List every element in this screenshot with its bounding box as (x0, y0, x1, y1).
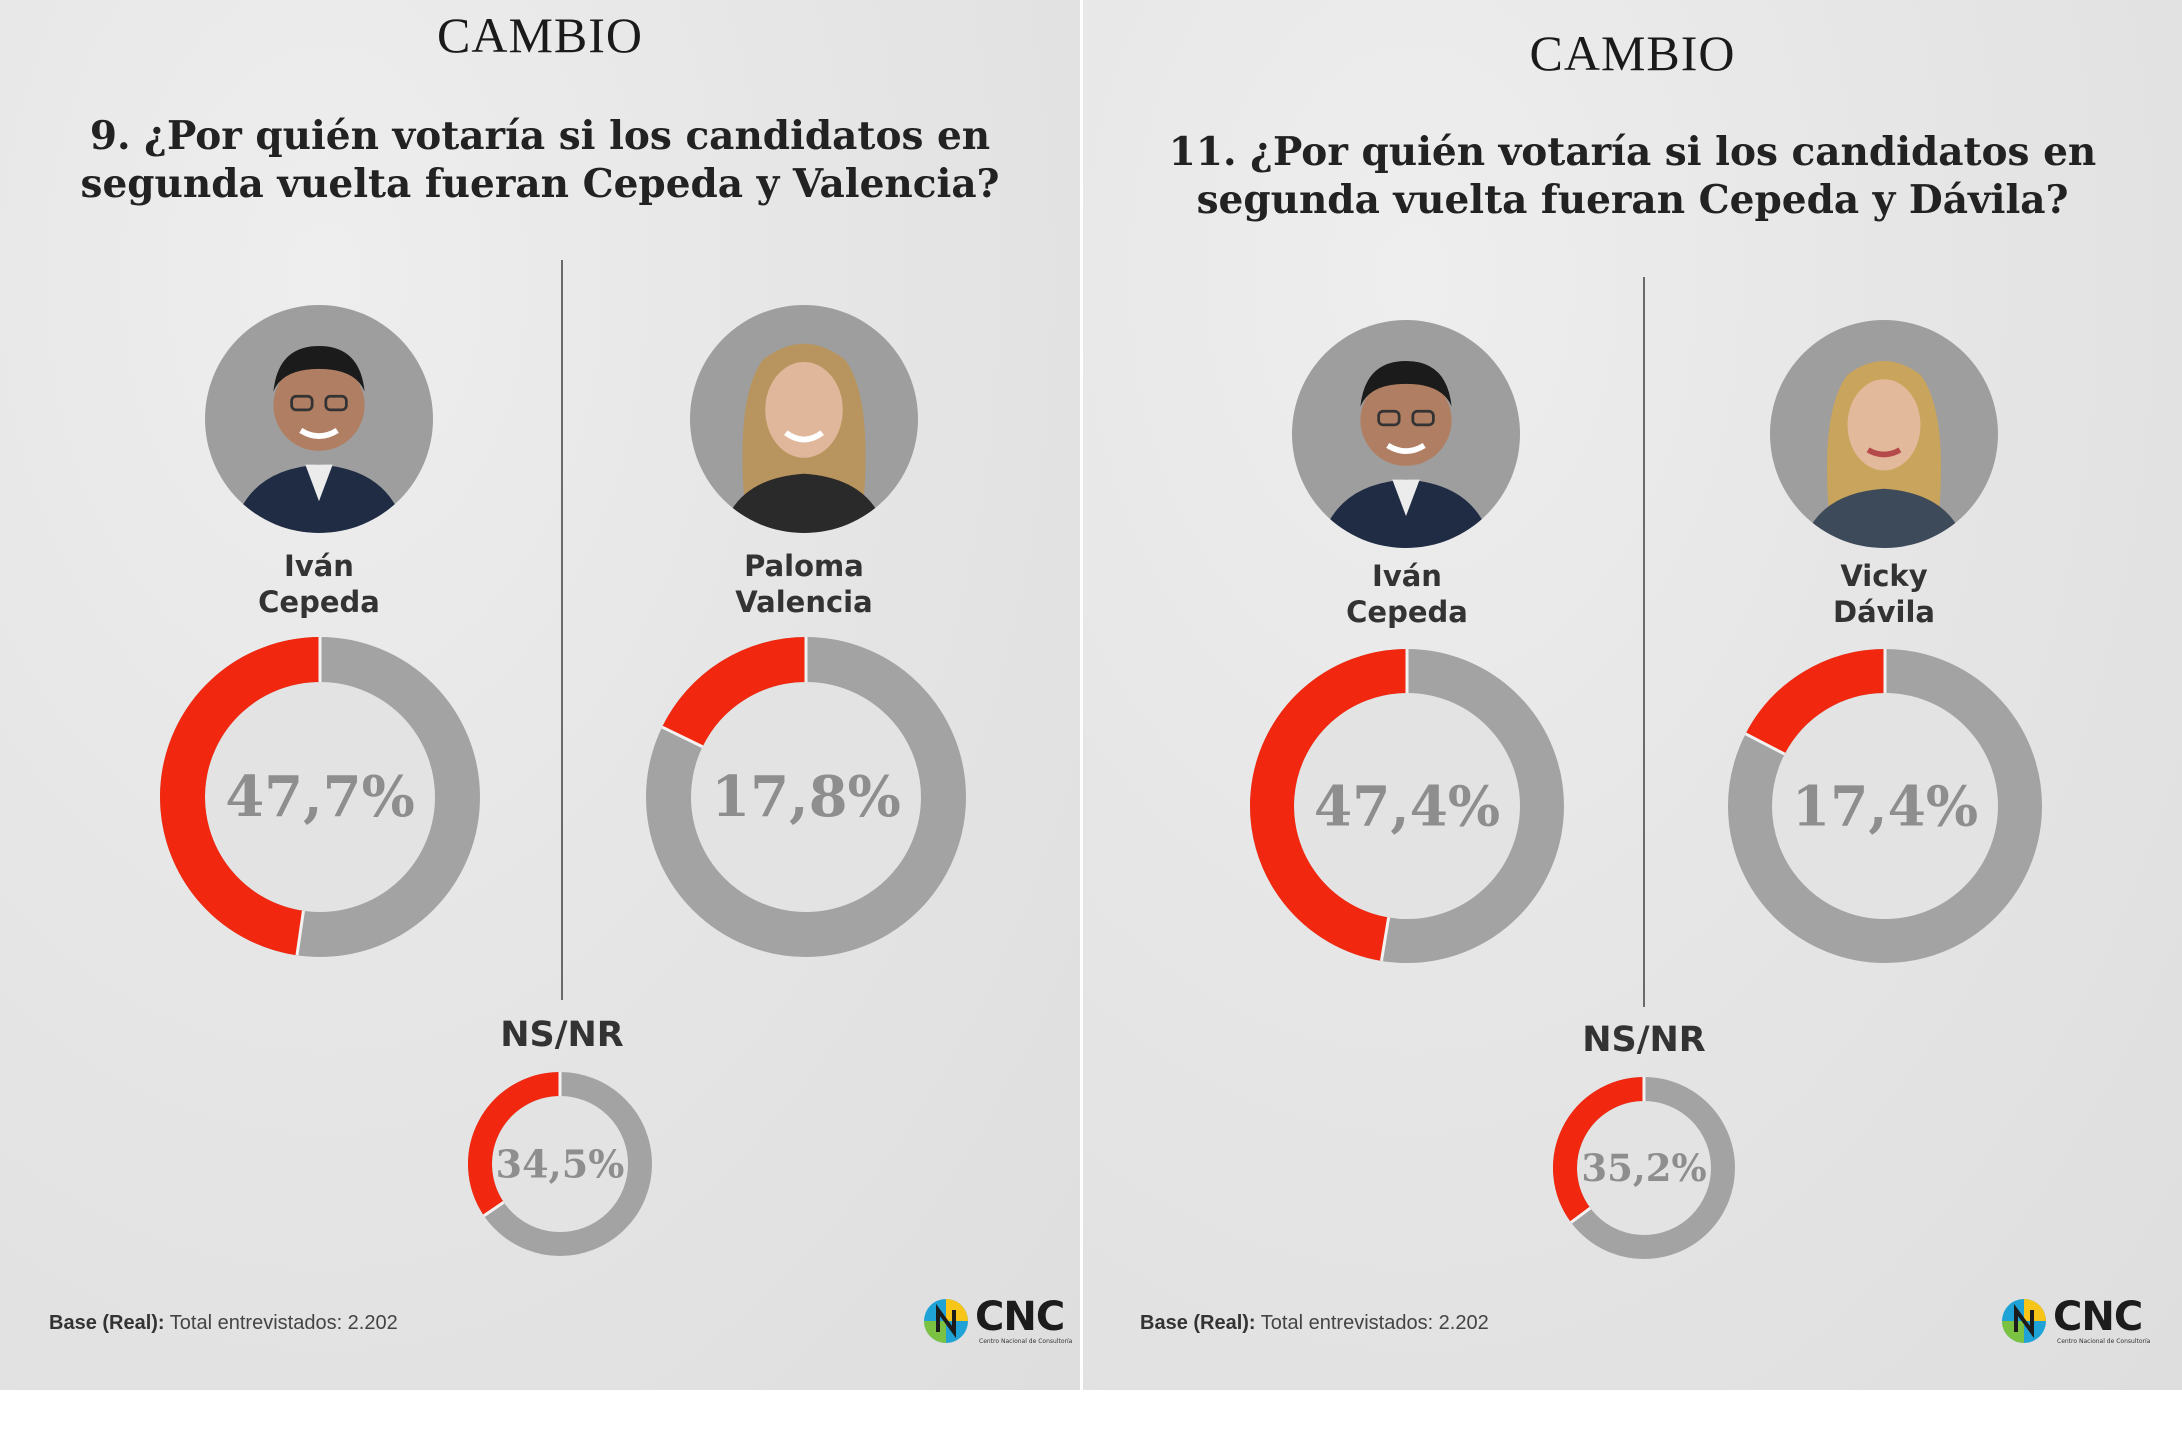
donut-inner-disc (205, 682, 435, 912)
donut-value-arc (1250, 649, 1408, 961)
ivan-cepeda-photo (205, 305, 433, 533)
candidate-name-cepeda: Iván Cepeda (159, 548, 479, 620)
panel-cepeda-valencia: CAMBIO 9. ¿Por quién votaría si los cand… (0, 0, 1080, 1390)
donut-value-arc (1745, 649, 1886, 755)
question-line-2: segunda vuelta fueran Cepeda y Dávila? (1196, 177, 2069, 223)
candidate-name-cepeda: Iván Cepeda (1247, 558, 1567, 630)
base-note: Base (Real): Total entrevistados: 2.202 (49, 1312, 398, 1335)
donut-value-arc (468, 1072, 561, 1216)
donut-value-arc (662, 637, 807, 748)
brand-title: CAMBIO (1529, 25, 1736, 81)
name-line-1: Paloma (744, 549, 864, 583)
logo-subtitle: Centro Nacional de Consultoría (2057, 1338, 2151, 1345)
person-silhouette-icon (721, 343, 887, 533)
donut-nsnr: 34,5% (468, 1072, 652, 1256)
logo-text: CNC (975, 1294, 1065, 1340)
name-line-2: Cepeda (1346, 595, 1468, 629)
base-label: Base (Real): (1140, 1312, 1256, 1334)
name-line-2: Cepeda (258, 585, 380, 619)
donut-segment-separator (1744, 732, 1786, 756)
person-silhouette-icon (232, 346, 406, 533)
donut-percentage-label: 17,8% (711, 764, 901, 830)
donut-segment-separator (295, 910, 305, 956)
base-label: Base (Real): (49, 1312, 165, 1334)
name-line-1: Iván (284, 549, 354, 583)
name-line-1: Vicky (1840, 559, 1928, 593)
question-title: 9. ¿Por quién votaría si los candidatos … (0, 112, 1080, 208)
cnc-logo: CNC Centro Nacional de Consultoría (923, 1294, 1073, 1350)
cnc-logo-icon (924, 1299, 968, 1343)
donut-segment-separator (661, 725, 704, 749)
brand-title: CAMBIO (436, 7, 644, 63)
name-line-1: Iván (1372, 559, 1442, 593)
paloma-valencia-photo (690, 305, 918, 533)
logo-subtitle: Centro Nacional de Consultoría (979, 1338, 1073, 1345)
donut-percentage-label: 17,4% (1792, 774, 1978, 839)
donut-segment-separator (1379, 917, 1391, 962)
donut-davila: 17,4% (1728, 649, 2042, 963)
name-line-2: Dávila (1833, 595, 1935, 629)
person-silhouette-icon (1801, 361, 1967, 548)
donut-inner-disc (1294, 693, 1520, 919)
candidate-name-valencia: Paloma Valencia (644, 548, 964, 620)
question-title: 11. ¿Por quién votaría si los candidatos… (1083, 128, 2182, 224)
donut-inner-disc (691, 682, 921, 912)
donut-percentage-label: 47,7% (225, 764, 415, 830)
donut-value-arc (1553, 1077, 1645, 1223)
logo-text: CNC (2053, 1294, 2143, 1340)
donut-segment-separator (1570, 1206, 1592, 1224)
person-silhouette-icon (1319, 361, 1493, 548)
base-text: Total entrevistados: 2.202 (1255, 1312, 1489, 1334)
panel-cepeda-davila: CAMBIO 11. ¿Por quién votaría si los can… (1083, 0, 2182, 1390)
center-divider (561, 260, 563, 1000)
cnc-logo-icon (2002, 1299, 2046, 1343)
center-divider (1643, 277, 1645, 1007)
donut-inner-disc (1772, 693, 1998, 919)
question-line-1: 11. ¿Por quién votaría si los candidatos… (1168, 129, 2097, 175)
nsnr-label: NS/NR (1582, 1020, 1706, 1060)
donut-percentage-label: 34,5% (496, 1142, 625, 1187)
donut-value-arc (160, 637, 321, 956)
donut-segment-separator (483, 1200, 505, 1217)
donut-inner-disc (1577, 1101, 1711, 1235)
question-line-1: 9. ¿Por quién votaría si los candidatos … (89, 113, 991, 159)
donut-percentage-label: 47,4% (1314, 774, 1500, 839)
nsnr-label: NS/NR (500, 1015, 624, 1055)
name-line-2: Valencia (735, 585, 873, 619)
ivan-cepeda-photo (1292, 320, 1520, 548)
vicky-davila-photo (1770, 320, 1998, 548)
question-line-2: segunda vuelta fueran Cepeda y Valencia? (80, 161, 1000, 207)
cnc-logo: CNC Centro Nacional de Consultoría (2001, 1294, 2151, 1350)
donut-percentage-label: 35,2% (1581, 1146, 1706, 1190)
donut-inner-disc (492, 1096, 628, 1232)
donut-cepeda: 47,4% (1250, 649, 1564, 963)
base-note: Base (Real): Total entrevistados: 2.202 (1140, 1312, 1489, 1335)
base-text: Total entrevistados: 2.202 (164, 1312, 398, 1334)
donut-nsnr: 35,2% (1553, 1077, 1735, 1259)
donut-cepeda: 47,7% (160, 637, 480, 957)
candidate-name-davila: Vicky Dávila (1724, 558, 2044, 630)
donut-valencia: 17,8% (646, 637, 966, 957)
